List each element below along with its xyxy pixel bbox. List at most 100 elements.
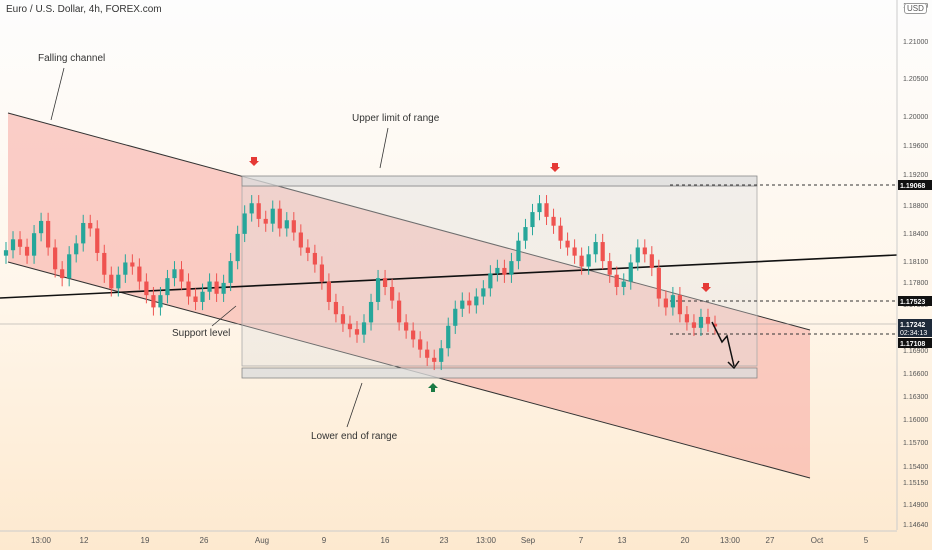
annotation-label: Upper limit of range <box>352 113 440 124</box>
candle-body <box>53 247 58 270</box>
range-upper-band <box>241 175 758 187</box>
time-tick-label: 5 <box>864 536 869 545</box>
candle-body <box>586 254 591 267</box>
candle-body <box>607 261 612 275</box>
candle-body <box>663 298 668 308</box>
candle-body <box>544 203 549 217</box>
price-badge-value: 1.17523 <box>900 299 925 306</box>
candle-body <box>551 216 556 226</box>
time-tick-label: 13:00 <box>476 536 497 545</box>
candle-body <box>425 349 430 358</box>
candle-body <box>31 233 37 256</box>
time-tick-label: 26 <box>200 536 209 545</box>
candle-body <box>705 316 711 324</box>
price-tick-label: 1.17800 <box>903 280 928 287</box>
forecast-path <box>711 321 735 367</box>
candle-body <box>600 242 605 262</box>
candle-body <box>137 266 142 282</box>
support-line <box>0 254 898 299</box>
currency-label: USD <box>904 3 927 14</box>
forecast-arrowhead <box>727 360 740 370</box>
candle-body <box>144 281 149 296</box>
candle-body <box>684 314 690 323</box>
time-tick-label: 7 <box>579 536 584 545</box>
time-tick-label: Sep <box>521 536 536 545</box>
down-arrow-icon <box>701 283 711 292</box>
candle-body <box>397 300 402 323</box>
candle-body <box>593 242 598 255</box>
candle-body <box>382 278 388 287</box>
price-tick-label: 1.19600 <box>903 143 928 150</box>
candle-body <box>404 322 409 331</box>
candle-body <box>207 281 212 292</box>
candle-body <box>179 269 184 282</box>
candle-body <box>102 252 107 275</box>
candle-body <box>579 255 584 267</box>
price-tick-label: 1.16600 <box>903 371 928 378</box>
candle-body <box>347 323 353 330</box>
candle-body <box>558 225 563 241</box>
price-badge-value: 1.19068 <box>900 183 925 190</box>
candle-body <box>516 240 521 262</box>
time-tick-label: 13:00 <box>720 536 741 545</box>
candle-body <box>270 208 275 224</box>
price-tick-label: 1.18100 <box>903 259 928 266</box>
candle-body <box>60 269 65 279</box>
candle-body <box>628 262 633 282</box>
price-badge <box>898 180 932 190</box>
candle-body <box>305 247 310 253</box>
candle-body <box>340 314 346 324</box>
candle-body <box>467 300 472 306</box>
price-tick-label: 1.20000 <box>903 114 928 121</box>
instrument-title: Euro / U.S. Dollar, 4h, FOREX.com <box>6 4 162 15</box>
price-tick-label: 1.20500 <box>903 76 928 83</box>
price-badge-value: 1.17242 <box>900 322 925 329</box>
falling-channel-fill <box>8 113 810 478</box>
candle-body <box>474 296 479 306</box>
price-badge-value: 1.17108 <box>900 341 925 348</box>
time-tick-label: Oct <box>811 536 824 545</box>
candle-body <box>130 262 135 267</box>
candle-body <box>291 220 296 233</box>
candle-body <box>691 322 697 328</box>
candle-body <box>411 330 416 340</box>
candle-body <box>249 203 254 214</box>
candle-body <box>172 269 177 279</box>
candle-body <box>656 267 661 299</box>
price-badge-timer: 02:34:13 <box>900 330 927 337</box>
candle-body <box>670 295 675 308</box>
candle-body <box>116 274 121 289</box>
candle-body <box>38 220 44 234</box>
candle-body <box>200 291 205 302</box>
candle-body <box>712 323 718 327</box>
annotation-label: Lower end of range <box>311 431 398 442</box>
candle-body <box>312 252 317 265</box>
candle-body <box>277 208 282 229</box>
range-box <box>241 185 758 367</box>
candle-body <box>565 240 570 248</box>
candle-body <box>389 286 395 301</box>
time-tick-label: 19 <box>141 536 150 545</box>
price-tick-label: 1.21000 <box>903 39 928 46</box>
time-tick-label: Aug <box>255 536 269 545</box>
candle-body <box>523 227 528 241</box>
support-pointer <box>211 305 237 327</box>
candle-body <box>3 250 9 256</box>
candle-body <box>221 282 226 294</box>
price-tick-label: 1.18400 <box>903 231 928 238</box>
candle-body <box>375 278 381 302</box>
candle-body <box>284 220 289 229</box>
annotation-label: Support level <box>172 328 230 339</box>
candle-body <box>677 295 683 315</box>
candle-body <box>67 254 72 279</box>
candle-body <box>88 222 93 229</box>
candle-body <box>572 247 577 256</box>
price-tick-label: 1.14640 <box>903 522 928 529</box>
falling-channel-pointer <box>50 67 65 121</box>
candle-body <box>24 246 30 256</box>
price-tick-label: 1.15150 <box>903 480 928 487</box>
candle-body <box>151 295 156 308</box>
candle-body <box>354 329 360 335</box>
